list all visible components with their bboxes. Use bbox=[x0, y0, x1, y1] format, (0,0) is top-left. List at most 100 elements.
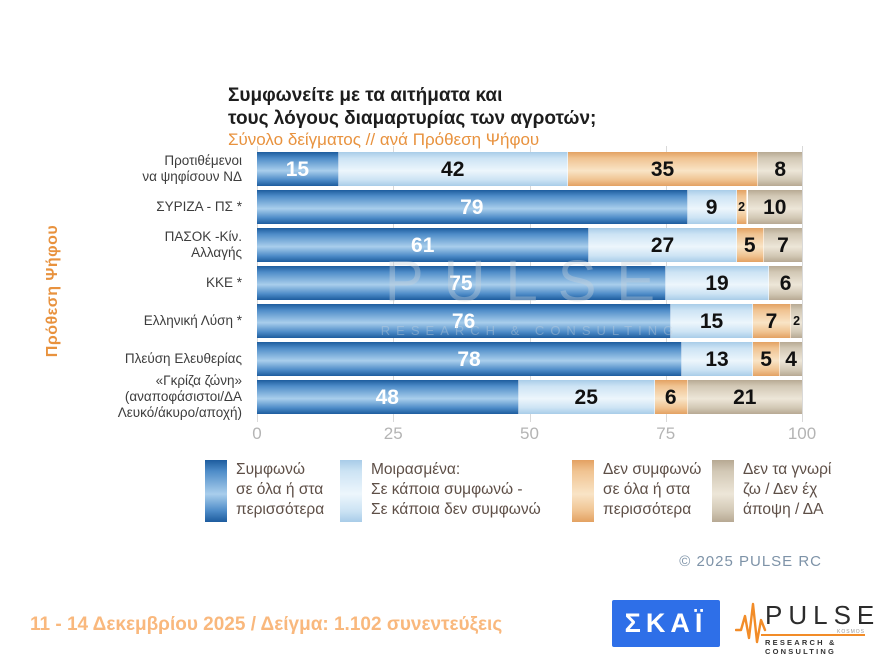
bar-segment: 5 bbox=[752, 342, 781, 376]
bar-value-label: 6 bbox=[664, 385, 677, 409]
bar-value-label: 61 bbox=[411, 233, 435, 257]
bar-segment: 42 bbox=[338, 152, 568, 186]
bar-value-label: 9 bbox=[705, 195, 718, 219]
bar-value-label: 42 bbox=[441, 157, 465, 181]
bar-value-label: 79 bbox=[460, 195, 484, 219]
bar-segment: 78 bbox=[257, 342, 683, 376]
x-tick-label: 75 bbox=[656, 424, 676, 443]
bar-value-label: 35 bbox=[650, 157, 675, 181]
category-label-line: «Γκρίζα ζώνη» bbox=[155, 373, 242, 388]
bar-segment: 4 bbox=[780, 342, 802, 376]
legend-label-line: περισσότερα bbox=[236, 501, 325, 518]
legend-label-line: Δεν συμφωνώ bbox=[603, 461, 702, 478]
bar-segment: 2 bbox=[791, 304, 802, 338]
bar-value-label: 25 bbox=[574, 385, 598, 409]
bar-segment: 35 bbox=[567, 152, 759, 186]
category-label: Ελληνική Λύση * bbox=[0, 304, 250, 338]
bar-value-label: 2 bbox=[793, 313, 801, 328]
category-label-line: να ψηφίσουν ΝΔ bbox=[142, 169, 242, 184]
bar-segment: 15 bbox=[257, 152, 339, 186]
chart-title-line1: Συμφωνείτε με τα αιτήματα και bbox=[228, 85, 503, 106]
pulse-logo-tinytext: KOSMOS bbox=[837, 629, 865, 635]
bar-value-label: 5 bbox=[760, 347, 772, 371]
category-label: ΚΚΕ * bbox=[0, 266, 250, 300]
category-label-line: Αλλαγής bbox=[191, 245, 242, 260]
bar-row: 79 9 2 10 bbox=[257, 190, 802, 224]
category-label-line: ΠΑΣΟΚ -Κίν. bbox=[164, 229, 242, 244]
legend-item: Μοιρασμένα: Σε κάποια συμφωνώ - Σε κάποια … bbox=[340, 460, 541, 522]
bar-segment: 10 bbox=[747, 190, 802, 224]
bar-row: 75 19 6 bbox=[257, 266, 802, 300]
bar-segment: 6 bbox=[654, 380, 688, 414]
bar-value-label: 15 bbox=[285, 157, 310, 181]
bar-value-label: 2 bbox=[738, 199, 746, 214]
bar-segment: 7 bbox=[763, 228, 802, 262]
bar-value-label: 7 bbox=[777, 233, 789, 257]
legend-swatch bbox=[572, 460, 594, 522]
bar-value-label: 19 bbox=[705, 271, 729, 295]
bar-value-label: 6 bbox=[779, 271, 792, 295]
bar-row: 78 13 5 4 bbox=[257, 342, 802, 376]
legend-label-line: σε όλα ή στα bbox=[603, 481, 691, 498]
category-label: ΠΑΣΟΚ -Κίν. Αλλαγής bbox=[0, 228, 250, 262]
legend-label-line: περισσότερα bbox=[603, 501, 692, 518]
legend-swatch bbox=[205, 460, 227, 522]
chart-title-line2: τους λόγους διαμαρτυρίας των αγροτών; bbox=[228, 108, 597, 129]
bar-row: 48 25 6 21 bbox=[257, 380, 802, 414]
x-tick-label: 100 bbox=[787, 424, 817, 443]
legend-item: Δεν συμφωνώ σε όλα ή στα περισσότερα bbox=[572, 460, 701, 522]
bar-segment: 9 bbox=[687, 190, 737, 224]
pulse-logo-word: PULSE bbox=[765, 600, 880, 630]
legend-label: Μοιρασμένα: Σε κάποια συμφωνώ - Σε κάποια … bbox=[371, 460, 541, 520]
bar-row: 15 42 35 8 bbox=[257, 152, 802, 186]
bar-segment: 25 bbox=[518, 380, 655, 414]
bar-segment: 21 bbox=[687, 380, 802, 414]
category-label-line: ΣΥΡΙΖΑ - ΠΣ * bbox=[156, 199, 242, 214]
bar-value-label: 4 bbox=[785, 347, 797, 371]
bar-segment: 5 bbox=[736, 228, 764, 262]
gridline bbox=[802, 146, 803, 422]
chart-subtitle: Σύνολο δείγματος // ανά Πρόθεση Ψήφου bbox=[228, 130, 540, 149]
bar-segment: 19 bbox=[665, 266, 770, 300]
bar-value-label: 13 bbox=[705, 347, 729, 371]
category-label-line: (αναποφάσιστοι/ΔΑ bbox=[124, 389, 242, 404]
legend-swatch bbox=[340, 460, 362, 522]
bar-segment: 76 bbox=[257, 304, 672, 338]
bar-value-label: 15 bbox=[699, 309, 724, 333]
legend-label-line: ζω / Δεν έχ bbox=[743, 481, 818, 498]
bar-value-label: 21 bbox=[733, 385, 757, 409]
pulse-logo-rule bbox=[761, 634, 865, 636]
legend-swatch bbox=[712, 460, 734, 522]
pulse-logo-subtext: RESEARCH & CONSULTING bbox=[765, 638, 837, 656]
category-label: Πλεύση Ελευθερίας bbox=[0, 342, 250, 376]
bar-value-label: 48 bbox=[375, 385, 399, 409]
bar-row: 76 15 7 2 bbox=[257, 304, 802, 338]
category-label-line: Πλεύση Ελευθερίας bbox=[124, 351, 242, 366]
category-label: «Γκρίζα ζώνη» (αναποφάσιστοι/ΔΑ Λευκό/άκυρ… bbox=[0, 373, 250, 420]
bar-value-label: 10 bbox=[763, 195, 787, 219]
category-label-line: Ελληνική Λύση * bbox=[143, 313, 242, 328]
pulse-waveform-icon bbox=[735, 602, 767, 644]
bar-segment: 15 bbox=[671, 304, 753, 338]
copyright-note: © 2025 PULSE RC bbox=[679, 553, 822, 570]
bar-segment: 8 bbox=[758, 152, 802, 186]
category-label-line: Λευκό/άκυρο/αποχή) bbox=[117, 405, 242, 420]
x-tick-label: 25 bbox=[383, 424, 403, 443]
bar-value-label: 8 bbox=[774, 157, 787, 181]
skai-logo: ΣΚΑΪ bbox=[612, 600, 720, 647]
bar-segment: 7 bbox=[752, 304, 792, 338]
legend-label: Συμφωνώ σε όλα ή στα περισσότερα bbox=[236, 460, 324, 520]
bar-segment: 27 bbox=[589, 228, 737, 262]
bar-value-label: 7 bbox=[765, 309, 778, 333]
legend-label-line: Σε κάποια δεν συμφωνώ bbox=[371, 501, 541, 518]
skai-logo-text: ΣΚΑΪ bbox=[624, 608, 708, 638]
chart-title: Συμφωνείτε με τα αιτήματα και τους λόγου… bbox=[228, 84, 596, 130]
bar-segment: 61 bbox=[257, 228, 590, 262]
legend-label-line: Συμφωνώ bbox=[236, 461, 305, 478]
bar-segment: 48 bbox=[257, 380, 519, 414]
bar-value-label: 75 bbox=[449, 271, 473, 295]
bar-segment: 79 bbox=[257, 190, 688, 224]
bar-segment: 2 bbox=[736, 190, 748, 224]
category-label: ΣΥΡΙΖΑ - ΠΣ * bbox=[0, 190, 250, 224]
